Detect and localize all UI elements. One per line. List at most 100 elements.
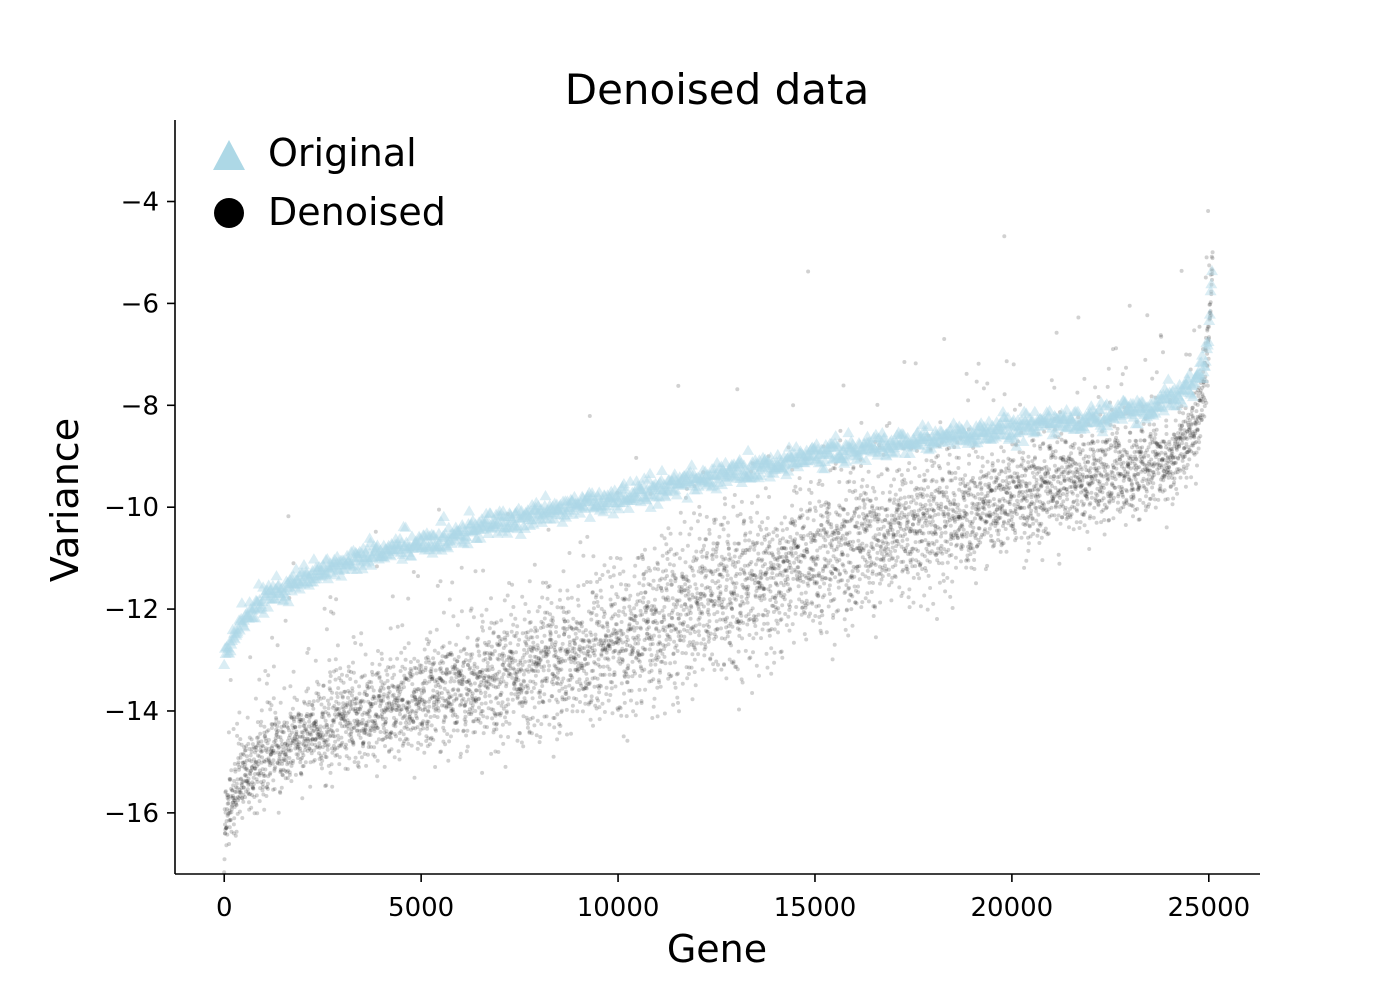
denoised-point	[725, 615, 730, 620]
denoised-point	[840, 533, 845, 538]
denoised-point	[788, 604, 792, 609]
denoised-point	[491, 630, 496, 635]
denoised-point	[944, 523, 949, 528]
denoised-point	[471, 668, 476, 673]
denoised-point	[680, 681, 685, 686]
denoised-point	[264, 746, 269, 751]
denoised-point	[481, 714, 486, 719]
denoised-point	[310, 702, 314, 707]
denoised-point	[999, 445, 1004, 450]
denoised-point	[718, 584, 723, 589]
denoised-point	[872, 489, 877, 494]
denoised-point	[655, 685, 660, 690]
denoised-point	[503, 643, 508, 648]
denoised-point	[1012, 479, 1017, 484]
denoised-point	[386, 691, 391, 696]
denoised-point	[1034, 518, 1039, 523]
denoised-point	[445, 732, 450, 737]
denoised-point	[381, 737, 386, 742]
denoised-point	[655, 621, 660, 626]
denoised-point	[249, 759, 254, 764]
denoised-point	[470, 652, 475, 657]
denoised-point	[397, 685, 402, 690]
denoised-point	[680, 651, 685, 655]
denoised-point	[937, 485, 942, 490]
denoised-point	[973, 449, 978, 454]
denoised-point	[254, 744, 259, 749]
denoised-point	[964, 534, 969, 539]
denoised-point	[259, 760, 264, 765]
denoised-point	[455, 715, 460, 719]
denoised-point	[915, 495, 920, 500]
denoised-point	[241, 792, 246, 797]
denoised-point	[390, 693, 395, 698]
denoised-point	[889, 483, 894, 488]
denoised-point	[232, 816, 237, 821]
denoised-point	[246, 792, 251, 797]
denoised-point	[896, 542, 901, 546]
denoised-point	[357, 691, 362, 696]
denoised-point	[860, 541, 865, 546]
denoised-point	[915, 572, 920, 577]
denoised-point	[283, 618, 288, 623]
denoised-point	[672, 639, 677, 644]
denoised-point	[340, 740, 345, 745]
denoised-point	[790, 553, 795, 558]
denoised-point	[226, 730, 231, 735]
denoised-point	[1034, 509, 1039, 514]
denoised-point	[542, 633, 547, 638]
denoised-point	[595, 579, 600, 584]
denoised-point	[695, 641, 699, 646]
denoised-point	[371, 752, 376, 757]
denoised-point	[653, 662, 658, 667]
denoised-point	[663, 628, 668, 633]
denoised-point	[223, 831, 228, 836]
denoised-point	[613, 601, 617, 606]
denoised-point	[330, 705, 335, 710]
denoised-point	[592, 600, 596, 605]
denoised-point	[480, 770, 485, 775]
denoised-point	[551, 682, 556, 687]
denoised-point	[817, 478, 822, 483]
denoised-point	[356, 710, 361, 715]
denoised-point	[820, 613, 825, 618]
denoised-point	[236, 798, 240, 803]
denoised-point	[619, 620, 624, 624]
denoised-point	[922, 487, 927, 492]
denoised-point	[260, 767, 265, 772]
denoised-point	[938, 420, 943, 425]
denoised-point	[392, 685, 397, 689]
denoised-point	[791, 640, 796, 645]
denoised-point	[873, 533, 878, 538]
denoised-point	[1021, 458, 1026, 463]
denoised-point	[379, 708, 384, 713]
denoised-point	[925, 607, 930, 612]
denoised-point	[964, 565, 969, 570]
denoised-point	[693, 630, 697, 634]
denoised-point	[453, 692, 458, 697]
denoised-point	[398, 707, 403, 712]
denoised-point	[698, 595, 703, 599]
denoised-point	[678, 531, 683, 536]
denoised-point	[374, 672, 379, 677]
denoised-point	[559, 667, 564, 672]
denoised-point	[249, 765, 254, 769]
denoised-point	[1038, 446, 1043, 451]
denoised-point	[1036, 528, 1041, 533]
denoised-point	[422, 750, 427, 755]
denoised-point	[339, 742, 344, 747]
denoised-point	[364, 723, 368, 728]
denoised-point	[1005, 536, 1010, 541]
denoised-point	[462, 675, 467, 680]
denoised-point	[1041, 441, 1046, 446]
denoised-point	[739, 499, 744, 504]
denoised-point	[352, 718, 357, 723]
denoised-point	[943, 530, 948, 535]
denoised-point	[849, 607, 854, 612]
denoised-point	[438, 579, 443, 584]
denoised-point	[897, 585, 902, 590]
denoised-point	[893, 575, 898, 579]
denoised-point	[595, 676, 600, 681]
denoised-point	[743, 648, 748, 653]
denoised-point	[508, 672, 513, 677]
